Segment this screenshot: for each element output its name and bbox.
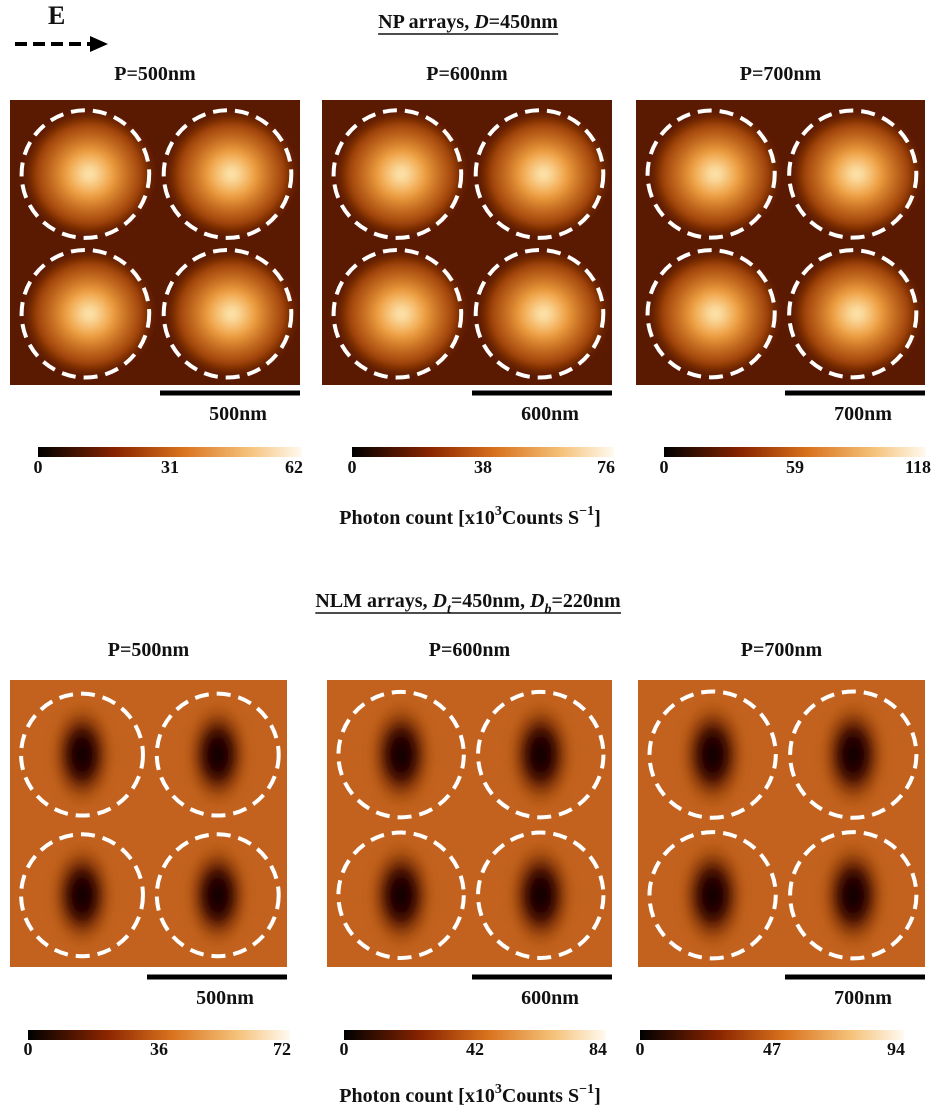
colorbar-tick-label: 31 [161, 457, 179, 477]
text-part: ] [594, 1085, 601, 1107]
map-image [638, 680, 925, 967]
scale-bar-label: 500nm [209, 403, 267, 425]
map-image [10, 100, 300, 385]
colorbar-tick-label: 42 [466, 1039, 484, 1059]
colorbar-tick-label: 94 [887, 1039, 905, 1059]
map-blob [184, 700, 251, 810]
map-blob [819, 698, 888, 812]
map-blob [819, 838, 888, 952]
text-part: =220nm [552, 590, 622, 612]
colorbar-tick-label: 0 [660, 457, 669, 477]
text-part: D [529, 590, 544, 612]
text-part: NLM arrays, [315, 590, 432, 612]
colorbar-tick-label: 72 [273, 1039, 291, 1059]
map-blob [49, 840, 116, 950]
panel-label: P=500nm [108, 639, 190, 661]
map-blob [49, 700, 116, 810]
text-part: Photon count [x10 [339, 507, 495, 529]
scale-bar-label: 600nm [521, 987, 579, 1009]
colorbar-tick-label: 47 [763, 1039, 781, 1059]
text-part: 3 [495, 1082, 502, 1097]
map-blob [367, 698, 436, 811]
text-part: Counts S [502, 1085, 579, 1107]
text-part: Counts S [502, 507, 579, 529]
colorbar-tick-label: 62 [285, 457, 303, 477]
colorbar-tick-label: 76 [597, 457, 615, 477]
scale-bar-label: 700nm [834, 987, 892, 1009]
colorbar-tick-label: 118 [905, 457, 931, 477]
map-blob [506, 839, 575, 952]
map-blob [367, 839, 436, 952]
text-part: D [432, 590, 447, 612]
text-part: =450nm [489, 11, 559, 33]
text-part: ] [594, 507, 601, 529]
scale-bar-label: 500nm [196, 987, 254, 1009]
colorbar-label: Photon count [x103Counts S−1] [339, 504, 601, 529]
map-blob [184, 840, 251, 950]
colorbar-tick-label: 38 [474, 457, 492, 477]
map-blob [506, 698, 575, 811]
colorbar-tick-label: 0 [348, 457, 357, 477]
panel-label: P=600nm [429, 639, 511, 661]
text-part: Photon count [x10 [339, 1085, 495, 1107]
colorbar [664, 447, 926, 457]
scale-bar-label: 600nm [521, 403, 579, 425]
map-image [327, 680, 612, 967]
colorbar [38, 447, 302, 457]
panel-label: P=700nm [740, 63, 822, 85]
panel-label: P=700nm [741, 639, 823, 661]
text-part: −1 [579, 1082, 594, 1097]
colorbar-tick-label: 36 [150, 1039, 168, 1059]
colorbar-tick-label: 0 [636, 1039, 645, 1059]
text-part: NP arrays, [378, 11, 474, 33]
section-title: NP arrays, D=450nm [378, 11, 558, 33]
text-part: −1 [579, 504, 594, 519]
colorbar-tick-label: 59 [786, 457, 804, 477]
text-part: D [473, 11, 488, 33]
text-part: =450nm, [451, 590, 530, 612]
map-blob [678, 698, 747, 812]
colorbar-tick-label: 0 [24, 1039, 33, 1059]
map-blob [678, 838, 747, 952]
colorbar-tick-label: 0 [34, 457, 43, 477]
scale-bar-label: 700nm [834, 403, 892, 425]
field-label: E [48, 1, 65, 30]
colorbar-tick-label: 84 [589, 1039, 607, 1059]
map-image [10, 680, 287, 967]
map-image [636, 100, 925, 385]
text-part: 3 [495, 504, 502, 519]
text-part: b [545, 602, 552, 617]
map-image [322, 100, 612, 385]
figure: E NP arrays, D=450nmP=500nm500nm03162P=6… [0, 0, 937, 1120]
colorbar-tick-label: 0 [340, 1039, 349, 1059]
field-arrow-head [90, 36, 108, 52]
colorbar [352, 447, 614, 457]
panel-label: P=600nm [426, 63, 508, 85]
panel-label: P=500nm [114, 63, 196, 85]
colorbar-label: Photon count [x103Counts S−1] [339, 1082, 601, 1107]
